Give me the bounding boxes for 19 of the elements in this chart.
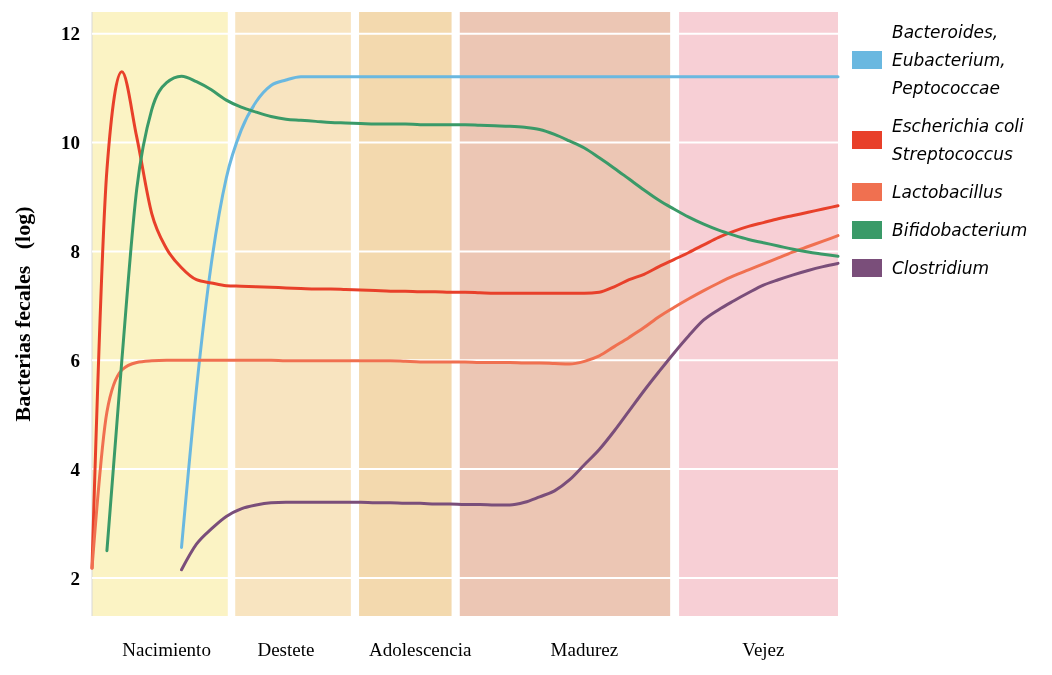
y-tick-label: 10 (61, 132, 80, 154)
x-tick-label: Destete (257, 639, 315, 660)
x-tick-label: Nacimiento (122, 639, 211, 660)
x-tick-label: Vejez (742, 639, 785, 660)
y-tick-label: 4 (70, 458, 81, 480)
line-series (90, 234, 840, 570)
legend-label: Clostridium (892, 257, 990, 278)
legend-label: Bacteroides, Eubacterium, Peptococcae (892, 21, 1006, 98)
x-tick-label: Adolescencia (369, 639, 472, 660)
y-tick-label: 6 (70, 349, 80, 371)
line-series (180, 261, 840, 572)
legend-label: Lactobacillus (892, 181, 1003, 202)
y-tick-label: 8 (70, 241, 80, 263)
x-tick-label: Madurez (550, 639, 619, 660)
legend-label: Escherichia coli Streptococcus (892, 115, 1025, 164)
legend-label: Bifidobacterium (892, 219, 1028, 240)
y-axis-title: Bacterias fecales (log) (10, 206, 35, 422)
y-tick-label: 2 (70, 567, 80, 589)
y-tick-label: 12 (61, 23, 80, 45)
